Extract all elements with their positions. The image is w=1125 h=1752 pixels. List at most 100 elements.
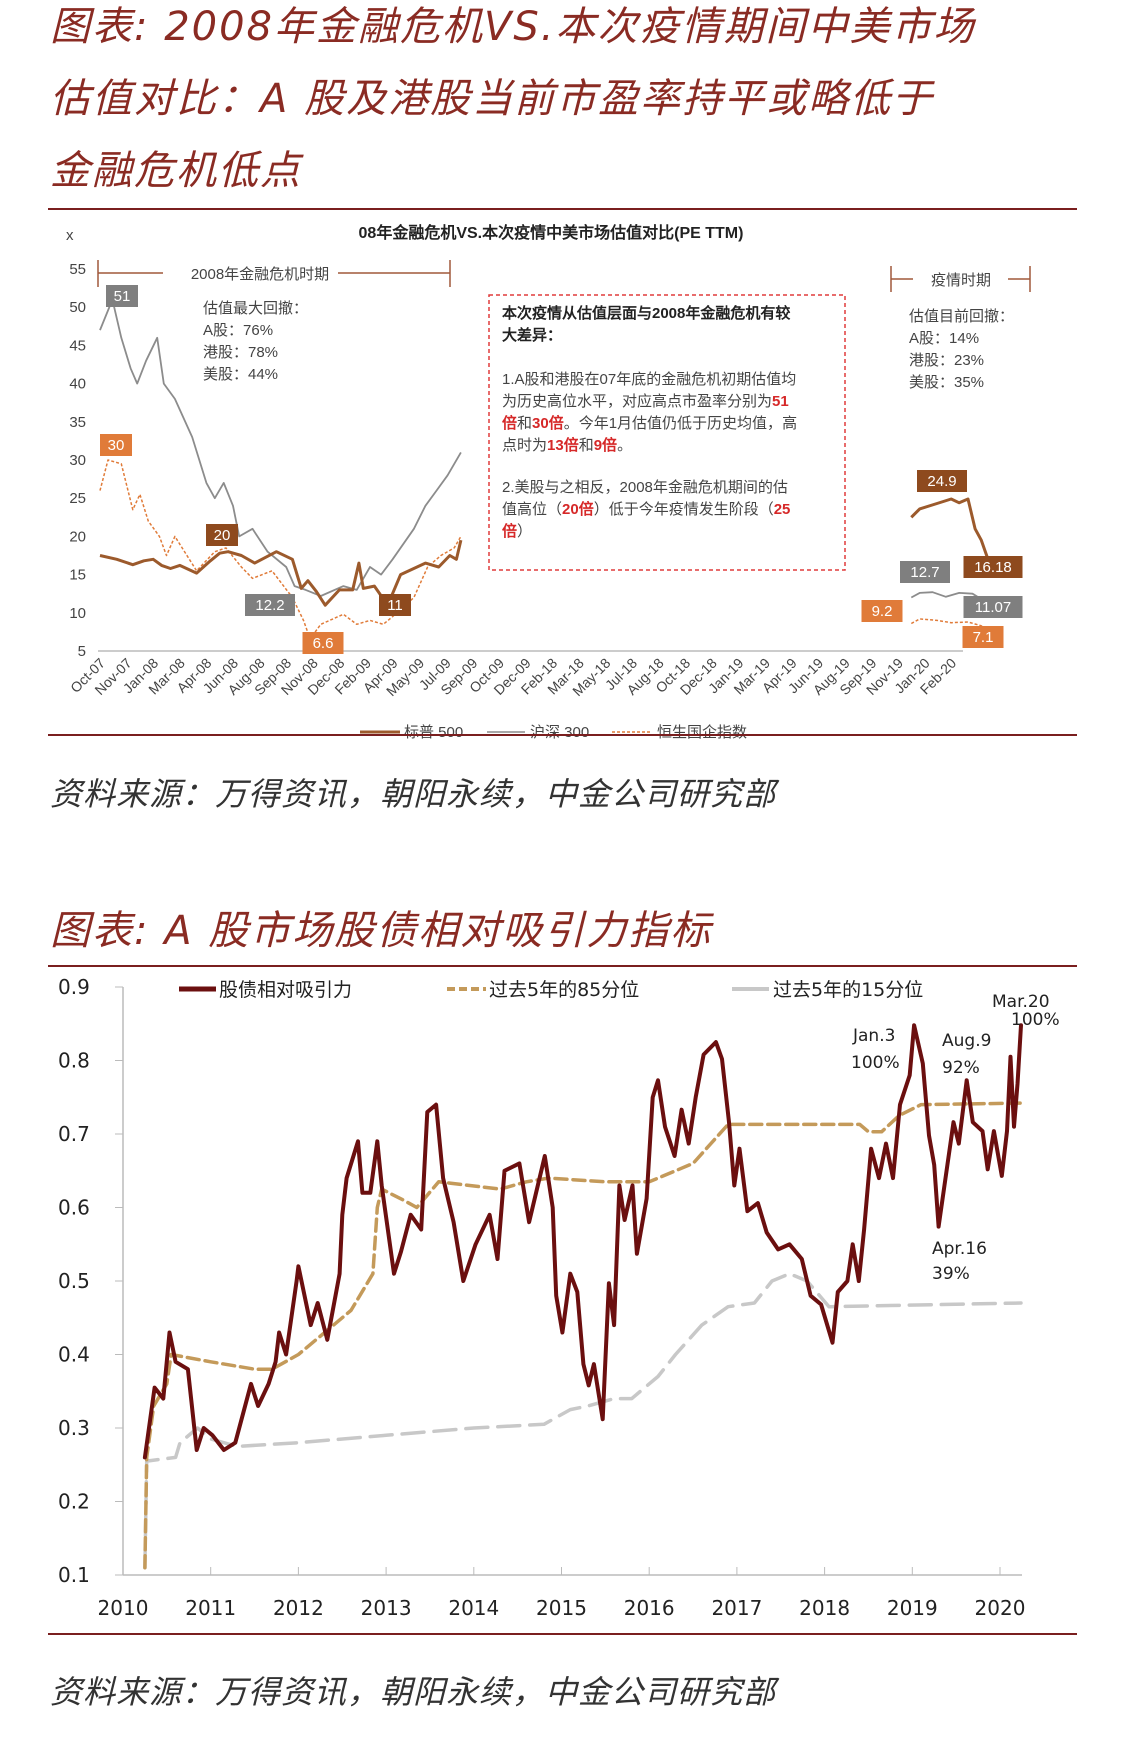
series-line-hscei [910,618,991,636]
y-tick-label: 40 [69,376,86,393]
y-tick-label: 0.3 [58,1416,90,1440]
value-label-box [379,594,411,616]
value-label-text: 16.18 [974,559,1012,576]
note-text: 点时为 [502,437,547,454]
value-label: 11.07 [963,596,1023,618]
series-lines [142,1023,1023,1570]
value-label: 12.2 [245,594,295,616]
drawdown-2008-line: 港股：78% [203,344,278,361]
y-tick-label: 30 [69,452,86,469]
y-tick-label: 0.9 [58,975,90,999]
value-label-text: 7.1 [973,629,994,646]
chart-1-title: 08年金融危机VS.本次疫情中美市场估值对比(PE TTM) [359,223,744,242]
value-label-box [100,434,132,456]
period-bracket-covid [890,266,1031,292]
y-tick-label: 0.8 [58,1049,90,1073]
value-label-text: 6.6 [313,635,334,652]
note-line: 1.A股和港股在07年底的金融危机初期估值均 [502,371,796,388]
x-tick-label: 2017 [711,1596,762,1620]
note-text: 。 [617,437,632,454]
value-label-text: 12.7 [910,564,939,581]
legend-label-hs300: 沪深 300 [530,724,589,741]
value-label-box [302,632,344,654]
value-label-text: 11.07 [975,599,1011,616]
note-text: 和 [517,415,532,432]
figure-title-2: 图表: A 股市场股债相对吸引力指标 [50,908,714,954]
drawdown-2008-line: 估值最大回撤： [203,300,308,317]
title-line-3: 金融危机低点 [50,148,304,194]
title-line-1: 图表: 2008年金融危机VS.本次疫情期间中美市场 [50,4,976,50]
note-highlight: 25 [774,501,791,518]
legend-label-p85: 过去5年的85分位 [489,979,639,1001]
value-label-box [206,524,238,546]
note-body: 1.A股和港股在07年底的金融危机初期估值均为历史高位水平，对应高点市盈率分别为… [502,371,797,540]
note-line: 倍） [502,522,532,540]
annotation-jan3-pct: 100% [851,1053,900,1073]
y-tick-label: 0.1 [58,1563,90,1587]
period-label-covid: 疫情时期 [931,272,991,289]
y-axis-ticks: 0.9 0.8 0.7 0.6 0.5 0.4 0.3 0.2 0.1 [58,975,123,1587]
series-line-attractiveness [142,1023,1023,1460]
note-highlight: 30倍 [532,414,564,432]
peak-annotations: Mar.20 100% Jan.3 100% Aug.9 92% Apr.16 … [851,992,1060,1284]
series-line-sp500 [910,497,992,567]
value-label-box [917,470,967,492]
x-tick-label: 2016 [624,1596,675,1620]
note-highlight: 51 [772,393,789,410]
note-heading-line: 本次疫情从估值层面与2008年金融危机有较 [502,304,790,322]
series-line-hs300 [910,591,991,606]
drawdown-2008-line: A股：76% [203,322,273,339]
legend-label-attractiveness: 股债相对吸引力 [219,979,352,1001]
value-label-box [963,596,1023,618]
value-label-box [106,285,138,307]
x-axis-ticks: Oct-07Nov-07Jan-08Mar-08Apr-08Jun-08Aug-… [67,655,959,699]
y-tick-label: 0.6 [58,1196,90,1220]
value-label-box [900,561,950,583]
y-tick-label: 10 [69,605,86,622]
note-highlight: 13倍 [547,436,579,454]
annotation-aug9-date: Aug.9 [942,1031,991,1051]
y-tick-label: 55 [69,261,86,278]
legend-label-hscei: 恒生国企指数 [657,723,747,741]
y-unit-label: x [66,227,74,244]
y-tick-label: 45 [69,337,86,354]
note-text: 值高位（ [502,501,562,518]
note-text: 和 [579,437,594,454]
source-note-2: 资料来源：万得资讯，朝阳永续，中金公司研究部 [50,1673,780,1711]
x-tick-label: 2010 [98,1596,149,1620]
y-tick-label: 0.4 [58,1343,90,1367]
annotation-apr16-date: Apr.16 [932,1239,987,1259]
note-line: 2.美股与之相反，2008年金融危机期间的估 [502,479,788,496]
y-tick-label: 20 [69,528,86,545]
x-tick-label: 2012 [273,1596,324,1620]
note-text: ）低于今年疫情发生阶段（ [594,501,774,518]
value-label-box [861,600,903,622]
y-tick-label: 0.2 [58,1490,90,1514]
period-label-2008: 2008年金融危机时期 [191,266,329,283]
note-text: 1.A股和港股在07年底的金融危机初期估值均 [502,371,796,388]
series-line-p15 [143,1271,1023,1570]
drawdown-covid-line: 港股：23% [909,352,984,369]
value-label-text: 24.9 [927,473,956,490]
x-tick-label: 2011 [185,1596,236,1620]
note-line: 值高位（20倍）低于今年疫情发生阶段（25 [502,500,790,518]
series-line-sp500 [99,539,463,607]
note-line: 倍和30倍。今年1月估值仍低于历史均值，高 [502,414,797,432]
note-highlight: 倍 [502,414,517,432]
value-label: 11 [379,594,411,616]
drawdown-covid-line: 美股：35% [909,374,984,391]
value-label-box [245,594,295,616]
y-tick-label: 25 [69,490,86,507]
y-tick-label: 35 [69,414,86,431]
annotation-mar20-pct: 100% [1011,1010,1060,1030]
comparison-note-box [488,294,846,571]
y-axis-ticks: 55 50 45 40 35 30 25 20 15 10 5 [69,261,86,660]
value-label: 12.7 [900,561,950,583]
value-label-text: 51 [114,288,131,305]
legend-label-sp500: 标普 500 [404,724,463,741]
period-bracket-2008 [97,260,451,287]
annotation-apr16-pct: 39% [932,1264,970,1284]
title-line-2: 估值对比：A 股及港股当前市盈率持平或略低于 [50,76,935,122]
drawdown-2008-line: 美股：44% [203,366,278,383]
